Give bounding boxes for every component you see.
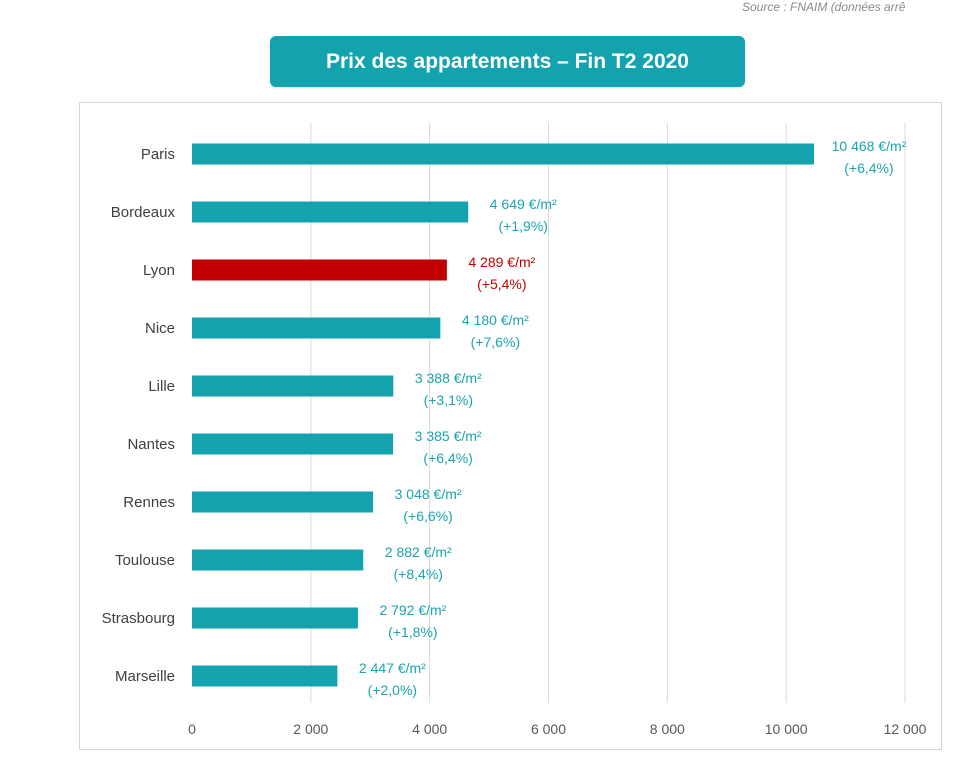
change-label: (+1,8%) [388,624,437,640]
bar [192,201,469,223]
value-label: 2 882 €/m² [385,544,452,560]
category-label: Rennes [123,494,175,511]
chart-frame: 0 2 000 4 000 6 000 8 000 10 000 12 000 Paris 10… [79,102,942,750]
category-label: Paris [141,146,175,163]
change-label: (+1,9%) [499,218,548,234]
category-label: Strasbourg [102,610,175,627]
bar-chart: 0 2 000 4 000 6 000 8 000 10 000 12 000 Paris 10… [102,123,927,737]
bar [192,549,364,571]
category-label: Bordeaux [111,204,176,221]
value-label: 10 468 €/m² [832,138,907,154]
x-tick-label: 6 000 [531,721,566,737]
value-label: 3 048 €/m² [395,486,462,502]
category-label: Nantes [127,436,175,453]
value-label: 4 289 €/m² [468,254,535,270]
x-tick-label: 12 000 [884,721,927,737]
value-label: 3 388 €/m² [415,370,482,386]
change-label: (+8,4%) [394,566,443,582]
x-tick-label: 2 000 [293,721,328,737]
change-label: (+6,4%) [844,160,893,176]
change-label: (+6,4%) [423,450,472,466]
category-label: Marseille [115,668,175,685]
category-label: Lille [148,378,175,395]
x-tick-label: 0 [188,721,196,737]
x-tick-label: 8 000 [650,721,685,737]
change-label: (+3,1%) [424,392,473,408]
chart-title: Prix des appartements – Fin T2 2020 [326,49,689,73]
bar [192,259,447,281]
change-label: (+7,6%) [471,334,520,350]
value-label: 4 180 €/m² [462,312,529,328]
bar [192,433,394,455]
source-note: Source : FNAIM (données arrê [742,0,906,14]
x-tick-label: 4 000 [412,721,447,737]
change-label: (+5,4%) [477,276,526,292]
bar [192,607,358,629]
category-label: Nice [145,320,175,337]
chart-title-banner: Prix des appartements – Fin T2 2020 [270,36,745,87]
bar [192,375,394,397]
value-label: 4 649 €/m² [490,196,557,212]
category-label: Toulouse [115,552,175,569]
category-label: Lyon [143,262,175,279]
value-label: 2 447 €/m² [359,660,426,676]
value-label: 3 385 €/m² [415,428,482,444]
x-tick-label: 10 000 [765,721,808,737]
value-label: 2 792 €/m² [379,602,446,618]
bar [192,317,441,339]
change-label: (+2,0%) [368,682,417,698]
change-label: (+6,6%) [403,508,452,524]
bar [192,491,374,513]
bar [192,143,814,165]
bar [192,665,338,687]
